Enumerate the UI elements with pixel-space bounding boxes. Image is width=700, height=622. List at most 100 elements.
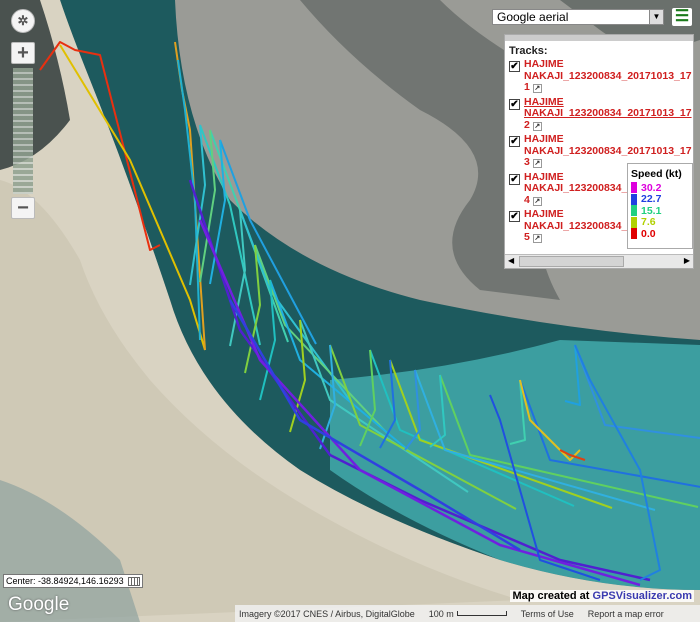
hamburger-icon[interactable]: ☰ xyxy=(672,8,692,26)
track-name-line2[interactable]: NAKAJI_123200834_20171013_17 xyxy=(524,107,692,119)
track-name-line1[interactable]: HAJIME xyxy=(524,58,564,70)
speed-label: 30.2 xyxy=(641,181,662,194)
speed-label: 22.7 xyxy=(641,193,662,206)
track-checkbox[interactable]: ✔ xyxy=(509,211,520,222)
imagery-credit: Imagery ©2017 CNES / Airbus, DigitalGlob… xyxy=(239,608,415,619)
zoom-in-button[interactable]: + xyxy=(11,42,35,64)
panel-header[interactable] xyxy=(505,35,693,41)
external-link-icon[interactable]: ↗ xyxy=(532,159,542,168)
track-name-line1[interactable]: HAJIME xyxy=(524,208,564,220)
scale-label: 100 m xyxy=(428,608,454,619)
terms-link[interactable]: Terms of Use xyxy=(520,608,574,619)
speed-stop: 15.1 xyxy=(631,205,689,217)
track-name-line1[interactable]: HAJIME xyxy=(524,133,564,145)
track-label: HAJIME NAKAJI_123200834_20171013_17 3 ↗ xyxy=(524,133,692,169)
track-segment xyxy=(198,219,641,587)
external-link-icon[interactable]: ↗ xyxy=(532,234,542,243)
attribution-bar: Imagery ©2017 CNES / Airbus, DigitalGlob… xyxy=(235,605,700,622)
track-segment xyxy=(574,344,661,581)
track-name-line1[interactable]: HAJIME xyxy=(524,95,564,108)
track-name-line2[interactable]: NAKAJI_123200834_ xyxy=(524,182,628,194)
speed-stop: 7.6 xyxy=(631,216,689,229)
google-logo: Google xyxy=(8,594,70,615)
track-number: 2 xyxy=(524,118,530,131)
plus-icon: + xyxy=(17,41,29,64)
track-name-line2[interactable]: NAKAJI_123200834_20171013_17 xyxy=(524,144,692,157)
track-segment xyxy=(369,349,575,507)
track-segment xyxy=(254,244,388,434)
zoom-slider[interactable] xyxy=(13,68,33,194)
speed-label: 7.6 xyxy=(641,216,656,229)
track-number: 3 xyxy=(524,156,530,168)
speed-legend: Speed (kt) 30.2 22.7 15.1 7.6 0.0 xyxy=(627,163,693,249)
speed-label: 0.0 xyxy=(641,227,656,240)
credit-prefix: Map created at xyxy=(512,590,593,602)
track-label: HAJIME NAKAJI_123200834_20171013_17 1 ↗ xyxy=(524,58,692,94)
external-link-icon[interactable]: ↗ xyxy=(532,121,542,131)
track-item[interactable]: ✔ HAJIME NAKAJI_123200834_ 5 ↗ xyxy=(509,208,693,244)
track-checkbox[interactable]: ✔ xyxy=(509,98,520,110)
report-error-link[interactable]: Report a map error xyxy=(587,608,664,619)
horizontal-scrollbar[interactable]: ◀ ▶ xyxy=(505,254,693,268)
track-segment xyxy=(199,124,261,346)
external-link-icon[interactable]: ↗ xyxy=(532,196,542,206)
speed-swatch xyxy=(631,205,637,217)
track-segment xyxy=(574,344,700,439)
track-checkbox[interactable]: ✔ xyxy=(509,61,520,72)
track-number: 5 xyxy=(524,231,530,243)
credit: Map created at GPSVisualizer.com xyxy=(510,590,694,602)
track-segment xyxy=(439,374,699,508)
speed-swatch xyxy=(631,228,637,240)
track-segment xyxy=(189,124,206,286)
track-item[interactable]: ✔ HAJIME NAKAJI_123200834_20171013_17 2 ↗ xyxy=(509,95,693,132)
track-segment xyxy=(177,59,201,341)
speed-swatch xyxy=(631,193,637,205)
track-name-line2[interactable]: NAKAJI_123200834_ xyxy=(524,219,628,232)
track-segment xyxy=(228,299,521,552)
track-segment xyxy=(244,244,261,374)
track-segment xyxy=(259,279,276,401)
gpsvisualizer-link[interactable]: GPSVisualizer.com xyxy=(592,590,692,602)
speed-legend-title: Speed (kt) xyxy=(631,168,682,180)
track-name-line2[interactable]: NAKAJI_123200834_20171013_17 xyxy=(524,69,692,82)
track-segment xyxy=(389,359,613,509)
track-segment xyxy=(519,379,700,488)
tracks-panel: Tracks: ✔ HAJIME NAKAJI_123200834_20171013… xyxy=(504,34,694,269)
track-label: HAJIME NAKAJI_123200834_20171013_17 2 ↗ xyxy=(524,95,692,132)
track-segment xyxy=(359,349,376,447)
zoom-out-button[interactable]: − xyxy=(11,197,35,219)
track-segment xyxy=(269,279,421,461)
speed-stop: 22.7 xyxy=(631,193,689,206)
external-link-icon[interactable]: ↗ xyxy=(532,84,542,93)
track-item[interactable]: ✔ HAJIME NAKAJI_123200834_20171013_17 1 ↗ xyxy=(509,58,693,94)
speed-stop: 30.2 xyxy=(631,182,689,194)
ruler-icon[interactable] xyxy=(127,576,140,586)
track-segment xyxy=(59,44,206,351)
track-lines xyxy=(39,41,700,587)
compass-icon[interactable]: ✲ xyxy=(11,9,35,33)
map-type-value: Google aerial xyxy=(497,10,569,24)
track-segment xyxy=(229,209,246,347)
track-number: 4 xyxy=(524,193,530,206)
track-checkbox[interactable]: ✔ xyxy=(509,136,520,147)
minus-icon: − xyxy=(17,196,29,219)
track-segment xyxy=(299,319,469,493)
track-segment xyxy=(404,369,421,451)
speed-label: 15.1 xyxy=(641,204,662,217)
track-segment xyxy=(519,379,581,461)
speed-stop: 0.0 xyxy=(631,228,689,240)
scale-bar[interactable]: 100 m xyxy=(429,609,507,619)
center-readout: Center: -38.84924,146.16293 xyxy=(3,574,143,588)
track-label: HAJIME NAKAJI_123200834_ 4 ↗ xyxy=(524,170,628,207)
track-name-line1[interactable]: HAJIME xyxy=(524,170,564,183)
center-coordinates: Center: -38.84924,146.16293 xyxy=(6,576,124,586)
track-item[interactable]: ✔ HAJIME NAKAJI_123200834_20171013_17 3 ↗ xyxy=(509,133,693,169)
track-segment xyxy=(564,344,581,406)
track-label: HAJIME NAKAJI_123200834_ 5 ↗ xyxy=(524,208,628,244)
map-type-select[interactable]: Google aerial ▼ xyxy=(492,9,664,25)
track-checkbox[interactable]: ✔ xyxy=(509,173,520,185)
track-segment xyxy=(329,344,517,510)
track-item[interactable]: ✔ HAJIME NAKAJI_123200834_ 4 ↗ xyxy=(509,170,693,207)
track-segment xyxy=(199,129,216,283)
